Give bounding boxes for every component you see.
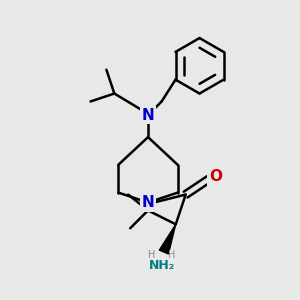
Text: N: N <box>142 108 154 123</box>
Text: H: H <box>168 250 176 260</box>
Text: N: N <box>142 195 154 210</box>
Text: O: O <box>209 169 222 184</box>
Text: NH₂: NH₂ <box>149 260 175 272</box>
Text: H: H <box>148 250 156 260</box>
Polygon shape <box>159 224 176 254</box>
